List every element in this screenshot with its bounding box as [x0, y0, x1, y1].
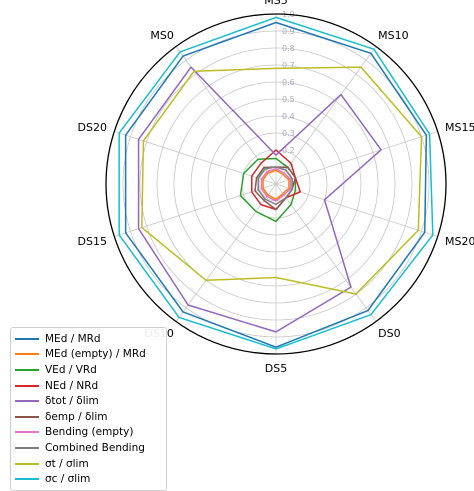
legend-label: NEd / NRd: [45, 379, 99, 392]
radial-tick-label: 0.9: [282, 27, 295, 36]
category-label: MS20: [445, 235, 474, 248]
legend-item: σt / σlim: [15, 456, 162, 472]
grid-spoke: [175, 183, 277, 322]
legend-swatch: [15, 415, 39, 418]
legend-swatch: [15, 353, 39, 356]
category-label: MS5: [264, 0, 287, 7]
grid-spoke: [114, 131, 277, 185]
series-line: [257, 166, 293, 206]
legend-item: Combined Bending: [15, 440, 162, 456]
legend-item: Bending (empty): [15, 425, 162, 441]
legend-item: σc / σlim: [15, 471, 162, 487]
radar-series: [118, 16, 434, 350]
category-label: DS20: [78, 121, 107, 134]
series-line: [254, 166, 297, 211]
legend-item: MEd / MRd: [15, 331, 162, 347]
legend-label: MEd (empty) / MRd: [45, 348, 146, 361]
category-label: DS5: [265, 362, 287, 375]
category-label: DS15: [78, 235, 107, 248]
legend-swatch: [15, 462, 39, 465]
grid-spoke: [275, 183, 438, 237]
legend-item: δtot / δlim: [15, 393, 162, 409]
legend-item: NEd / NRd: [15, 378, 162, 394]
category-label: MS10: [378, 29, 408, 42]
legend-label: Bending (empty): [45, 426, 134, 439]
outer-circle: [105, 13, 447, 355]
series-line: [260, 167, 292, 202]
series-line: [137, 66, 382, 333]
legend-label: δtot / δlim: [45, 395, 99, 408]
legend-label: σt / σlim: [45, 457, 89, 470]
radial-tick-label: 0.4: [282, 112, 295, 121]
legend-swatch: [15, 431, 39, 434]
legend-item: MEd (empty) / MRd: [15, 347, 162, 363]
grid-spoke: [275, 46, 377, 185]
legend-item: δemp / δlim: [15, 409, 162, 425]
radar-outer-ring: [105, 13, 447, 355]
grid-spoke: [275, 183, 377, 322]
legend-swatch: [15, 337, 39, 340]
series-line: [262, 169, 290, 201]
radial-tick-label: 0.2: [282, 146, 295, 155]
category-label: MS0: [150, 29, 173, 42]
legend-swatch: [15, 400, 39, 403]
legend-item: VEd / VRd: [15, 362, 162, 378]
series-line: [141, 66, 423, 295]
radial-tick-label: 0.7: [282, 61, 295, 70]
radial-tick-label: 0.8: [282, 44, 295, 53]
legend-swatch: [15, 446, 39, 449]
grid-spoke: [275, 131, 438, 185]
category-label: DS0: [378, 327, 400, 340]
radial-tick-label: 0.3: [282, 129, 295, 138]
radar-spokes: [114, 14, 438, 354]
legend-label: σc / σlim: [45, 473, 91, 486]
series-line: [118, 16, 434, 350]
series-line: [124, 21, 428, 348]
radial-tick-label: 0.5: [282, 95, 295, 104]
legend-label: VEd / VRd: [45, 363, 97, 376]
legend-swatch: [15, 478, 39, 481]
legend-label: MEd / MRd: [45, 332, 101, 345]
legend-swatch: [15, 368, 39, 371]
legend-label: δemp / δlim: [45, 410, 108, 423]
legend-label: Combined Bending: [45, 441, 145, 454]
category-label: MS15: [445, 121, 474, 134]
chart-legend: MEd / MRd MEd (empty) / MRd VEd / VRd NEd /…: [10, 327, 167, 491]
legend-swatch: [15, 384, 39, 387]
radial-tick-label: 0.6: [282, 78, 295, 87]
